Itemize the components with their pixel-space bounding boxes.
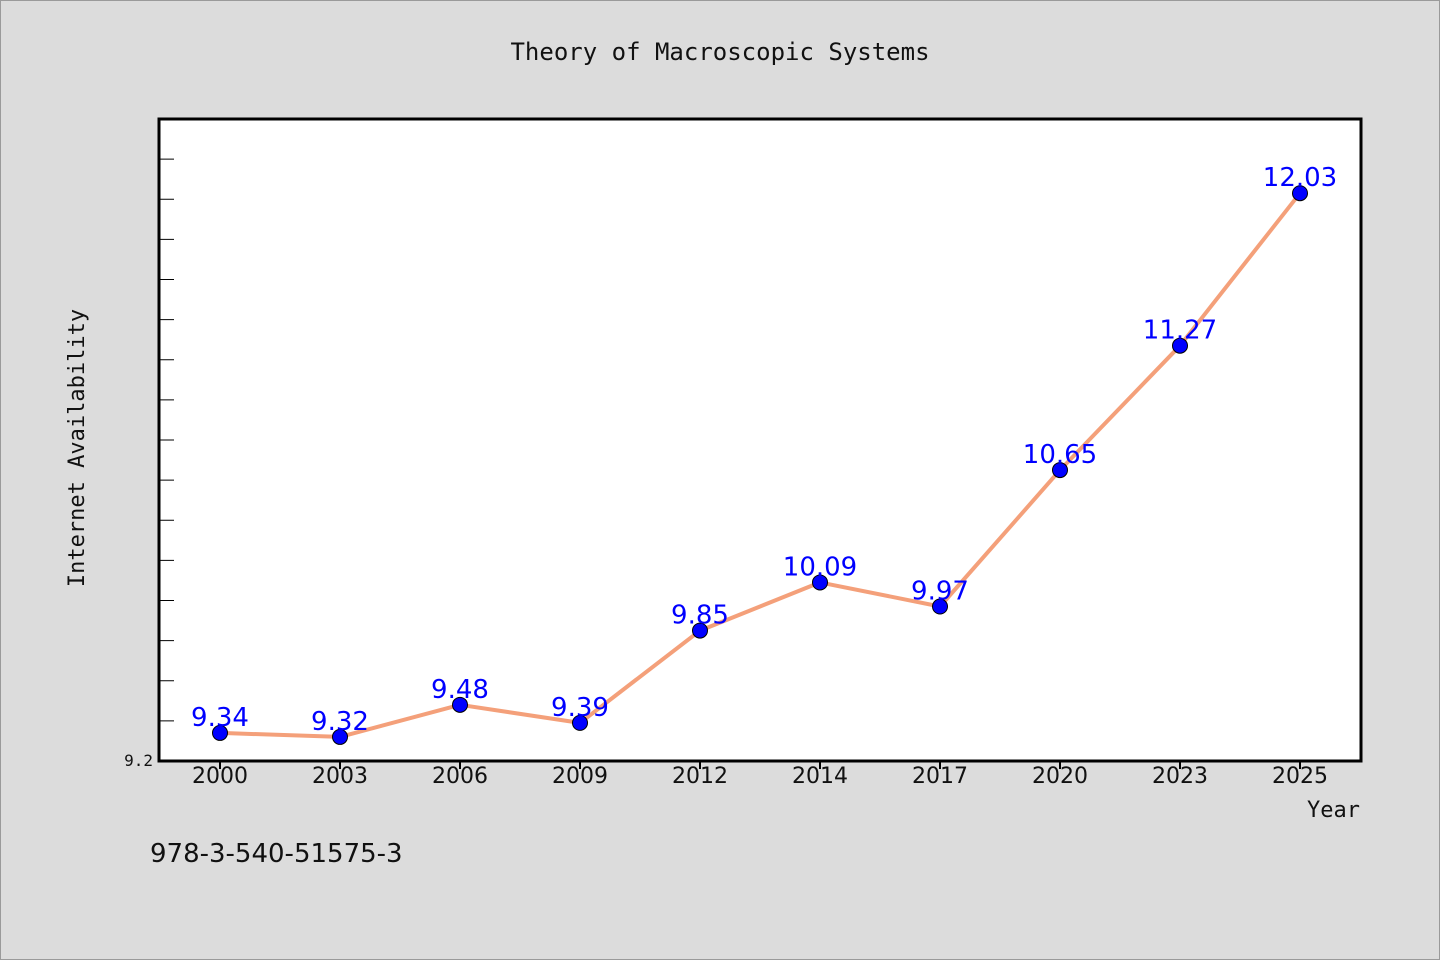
- x-tick-label: 2000: [192, 764, 248, 789]
- x-axis-ticks: 2000 2003 2006 2009 2012 2014 2017 2020 2023 2025: [192, 761, 1328, 789]
- data-point: [1172, 337, 1188, 354]
- data-label: 9.34: [191, 703, 249, 733]
- x-axis-label: Year: [1307, 798, 1360, 823]
- data-label: 9.39: [551, 693, 609, 723]
- series-line: [219, 191, 1302, 739]
- chart-title: Theory of Macroscopic Systems: [510, 38, 929, 66]
- isbn-annotation: 978-3-540-51575-3: [150, 839, 403, 869]
- x-tick-label: 2017: [912, 764, 968, 789]
- data-point: [1052, 462, 1068, 479]
- data-label: 11.27: [1143, 316, 1217, 346]
- data-label: 9.32: [311, 707, 369, 737]
- data-point: [932, 598, 948, 615]
- data-point: [572, 714, 588, 731]
- y-axis-label: Internet Availability: [65, 309, 90, 587]
- data-point: [332, 728, 348, 745]
- x-tick-label: 2014: [792, 764, 848, 789]
- y-axis-minor-ticks: [159, 158, 174, 722]
- x-tick-label: 2003: [312, 764, 368, 789]
- data-point: [1292, 185, 1308, 202]
- data-point: [812, 574, 828, 591]
- data-label: 9.97: [911, 577, 969, 607]
- plot-area: [157, 117, 1363, 763]
- x-tick-label: 2012: [672, 764, 728, 789]
- data-point: [212, 724, 228, 741]
- x-tick-label: 2006: [432, 764, 488, 789]
- data-labels: 9.34 9.32 9.48 9.39 9.85 10.09 9.97 10.65 11.27 1…: [191, 163, 1337, 737]
- x-tick-label: 2023: [1152, 764, 1208, 789]
- series-points: [212, 185, 1308, 745]
- data-label: 10.09: [783, 552, 857, 582]
- data-point: [692, 622, 708, 639]
- data-label: 9.85: [671, 601, 729, 631]
- x-tick-label: 2009: [552, 764, 608, 789]
- x-tick-label: 2025: [1272, 764, 1328, 789]
- data-point: [452, 696, 468, 713]
- data-label: 10.65: [1023, 440, 1097, 470]
- data-label: 12.03: [1263, 163, 1337, 193]
- x-tick-label: 2020: [1032, 764, 1088, 789]
- y-tick-label: 9.2: [124, 751, 153, 770]
- data-label: 9.48: [431, 675, 489, 705]
